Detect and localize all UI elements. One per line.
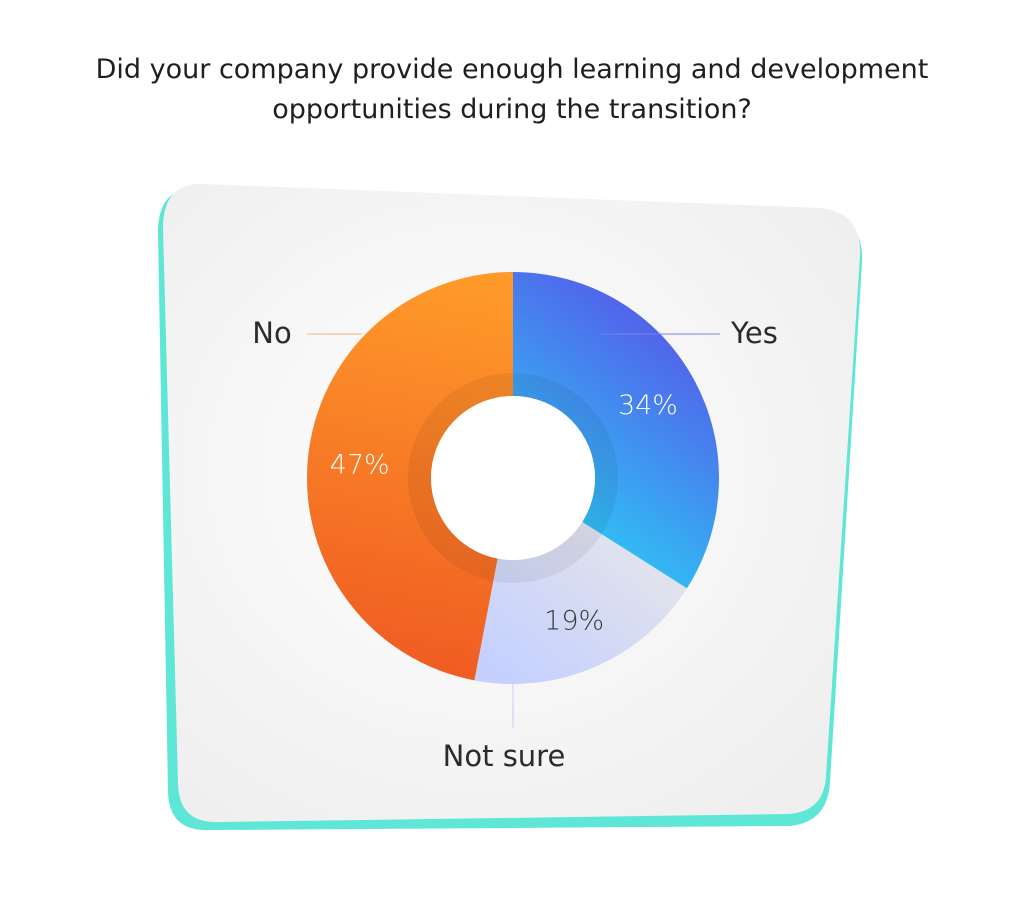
slice-no-inner-band xyxy=(408,373,513,582)
category-label-not-sure: Not sure xyxy=(443,739,566,773)
value-label-yes: 34% xyxy=(618,390,678,421)
donut-slices: 34% 19% 47% xyxy=(306,272,720,684)
value-label-no: 47% xyxy=(330,450,390,481)
slice-yes-inner-band xyxy=(513,373,619,535)
donut-hole xyxy=(431,396,595,560)
chart-title: Did your company provide enough learning… xyxy=(0,50,1024,130)
category-label-no: No xyxy=(252,316,291,350)
chart-title-line-2: opportunities during the transition? xyxy=(272,94,752,125)
slice-yes xyxy=(513,272,720,589)
chart-title-line-1: Did your company provide enough learning… xyxy=(95,54,929,85)
slice-not-sure xyxy=(474,521,687,684)
category-label-yes: Yes xyxy=(730,316,778,350)
value-label-not-sure: 19% xyxy=(544,605,604,636)
slice-no xyxy=(306,272,513,681)
donut-callouts: Yes Not sure No xyxy=(252,316,778,773)
slice-not-sure-inner-band xyxy=(493,521,602,583)
